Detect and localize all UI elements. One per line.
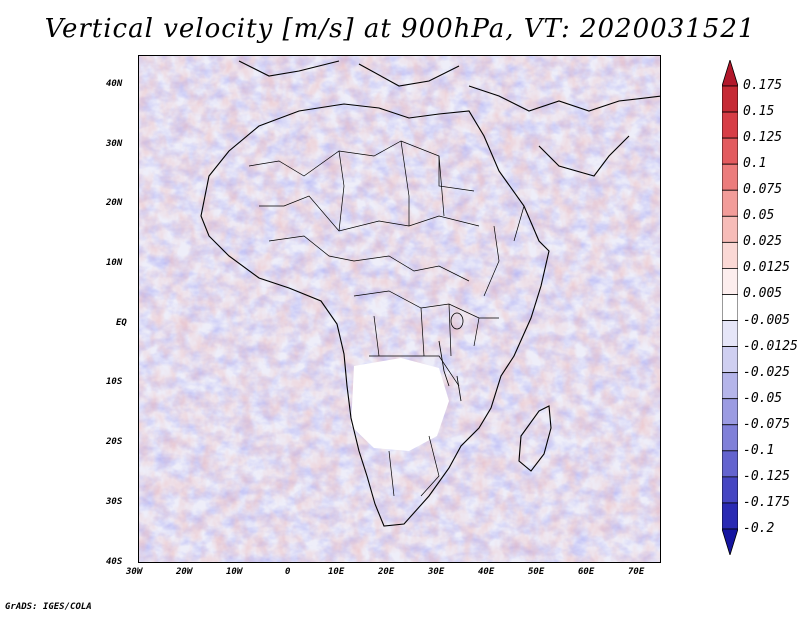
north-coastline [238, 60, 660, 177]
colorbar-segment [722, 268, 738, 295]
colorbar-label: 0.15 [743, 104, 775, 120]
missing-data-region [351, 358, 449, 451]
colorbar-segment [722, 424, 738, 452]
colorbar-label: 0.0125 [743, 260, 790, 276]
colorbar-label: 0.025 [743, 234, 783, 250]
colorbar-label: -0.025 [743, 364, 790, 380]
colorbar-label: -0.175 [743, 494, 790, 510]
lon-label-10w: 10W [226, 567, 243, 577]
country-borders [248, 140, 525, 497]
colorbar-segment [722, 294, 738, 321]
colorbar [722, 60, 738, 555]
lon-label-30w: 30W [126, 567, 143, 577]
colorbar-segment [722, 111, 738, 139]
grads-credit: GrADS: IGES/COLA [5, 602, 92, 612]
lon-label-10e: 10E [328, 567, 345, 577]
lon-label-40e: 40E [478, 567, 495, 577]
colorbar-label: -0.2 [743, 521, 775, 536]
colorbar-label: 0.05 [743, 208, 775, 224]
colorbar-label: 0.005 [743, 286, 783, 302]
lat-label-30n: 30N [106, 139, 123, 149]
colorbar-segment [722, 320, 738, 347]
colorbar-segment [722, 450, 738, 478]
lon-label-50e: 50E [528, 567, 545, 577]
map-title: Vertical velocity [m/s] at 900hPa, VT: 2… [44, 14, 756, 44]
lat-label-20s: 20S [106, 437, 123, 447]
lon-label-30e: 30E [428, 567, 445, 577]
colorbar-segment [722, 163, 738, 191]
colorbar-label: -0.05 [743, 390, 783, 406]
colorbar-label: -0.0125 [743, 338, 798, 354]
colorbar-label: -0.1 [743, 442, 775, 458]
colorbar-bottom-arrow [722, 528, 738, 555]
colorbar-label: -0.125 [743, 468, 790, 484]
colorbar-segment [722, 502, 738, 530]
colorbar-segment [722, 476, 738, 504]
colorbar-label: -0.005 [743, 312, 790, 328]
lon-label-0: 0 [285, 567, 291, 577]
colorbar-segment [722, 137, 738, 165]
lon-label-60e: 60E [578, 567, 595, 577]
colorbar-segment [722, 241, 738, 269]
colorbar-top-arrow [722, 60, 738, 87]
lat-label-10n: 10N [106, 258, 123, 268]
lat-label-40n: 40N [106, 79, 123, 89]
colorbar-segment [722, 372, 738, 400]
colorbar-label: 0.1 [743, 156, 767, 172]
lon-label-20e: 20E [378, 567, 395, 577]
colorbar-label: 0.175 [743, 78, 783, 93]
colorbar-segment [722, 85, 738, 113]
colorbar-label: -0.075 [743, 416, 790, 432]
lat-label-20n: 20N [106, 198, 123, 208]
africa-coastline [200, 103, 550, 527]
map-panel [138, 55, 661, 563]
lon-label-20w: 20W [176, 567, 193, 577]
lat-label-eq: EQ [116, 318, 127, 328]
great-lakes [438, 312, 464, 402]
colorbar-label: 0.125 [743, 130, 783, 146]
lat-label-10s: 10S [106, 377, 123, 387]
colorbar-segment [722, 189, 738, 217]
lat-label-30s: 30S [106, 497, 123, 507]
lat-label-40s: 40S [106, 557, 123, 567]
colorbar-segment [722, 215, 738, 243]
lon-label-70e: 70E [628, 567, 645, 577]
colorbar-segment [722, 398, 738, 426]
velocity-field [139, 56, 660, 562]
madagascar-coastline [518, 405, 552, 472]
colorbar-label: 0.075 [743, 182, 783, 198]
field-positive [139, 56, 660, 562]
colorbar-segment [722, 346, 738, 374]
